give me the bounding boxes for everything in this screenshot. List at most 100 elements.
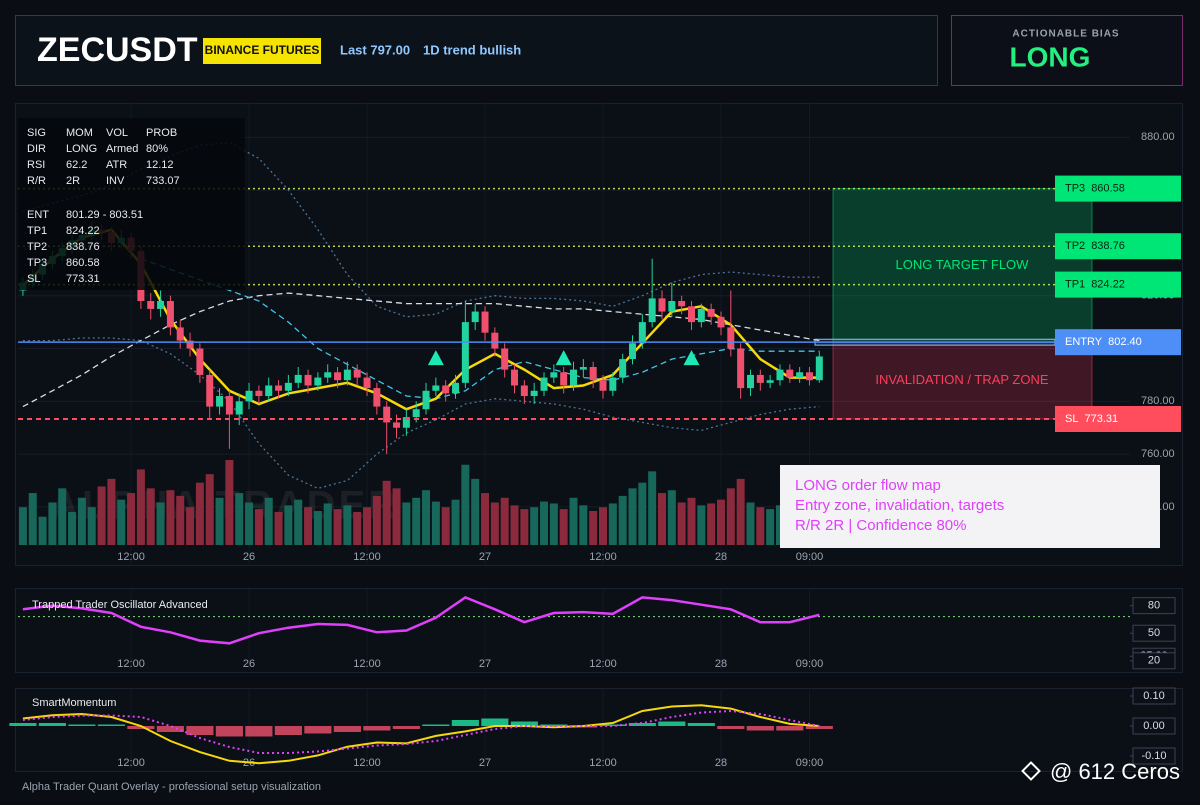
volume-bar [146, 488, 155, 545]
candle-body [530, 390, 538, 397]
volume-bar [500, 497, 509, 545]
annotation-line: Entry zone, invalidation, targets [795, 497, 1004, 514]
x-tick-label: 12:00 [589, 658, 617, 670]
candle-body [668, 301, 676, 312]
x-tick-label: 26 [243, 658, 255, 670]
signal-marker [683, 350, 700, 366]
last-price: Last 797.00 [340, 42, 410, 57]
volume-bar [775, 505, 784, 545]
volume-bar [422, 490, 431, 545]
candle-body [452, 382, 460, 394]
level-value: 860.58 [1091, 182, 1125, 194]
candle-body [687, 306, 695, 323]
candle-body [284, 382, 292, 391]
volume-bar [530, 507, 539, 545]
y-tick-label: 0.00 [1143, 720, 1164, 732]
candle-body [373, 388, 381, 407]
info-cell: 80% [146, 143, 168, 155]
level-label: SL 773.31 [1065, 413, 1118, 425]
volume-bar [736, 478, 745, 545]
x-tick-label: 09:00 [796, 551, 824, 563]
candle-body [343, 369, 351, 381]
candle-body [196, 348, 204, 375]
bias-panel [951, 15, 1183, 86]
x-tick-label: 12:00 [589, 551, 617, 563]
momentum-bar [38, 723, 66, 726]
momentum-bar [392, 726, 420, 729]
momentum-bar [9, 723, 37, 726]
x-tick-label: 12:00 [117, 658, 145, 670]
candle-body [206, 374, 214, 407]
candle-body [304, 374, 312, 386]
candle-body [471, 311, 479, 323]
candle-body [422, 390, 430, 410]
info-cell: 62.2 [66, 159, 87, 171]
momentum-bar [481, 718, 509, 726]
oscillator-panel [15, 588, 1183, 673]
y-tick-label: 0.10 [1143, 690, 1164, 702]
indicator-line [22, 337, 820, 490]
volume-bar [589, 511, 598, 545]
signal-marker [427, 350, 444, 366]
x-tick-label: 12:00 [353, 757, 381, 769]
volume-bar [97, 486, 106, 545]
level-value: 802.40 [1108, 336, 1142, 348]
momentum-bar [717, 726, 745, 729]
momentum-bar [363, 726, 391, 731]
info-cell: VOL [106, 127, 128, 139]
info-text: SIG MOM VOL PROB DIR LONG Armed 80% RSI 62.2 ATR 12… [27, 127, 180, 285]
candle-body [678, 301, 686, 307]
info-cell: RSI [27, 159, 45, 171]
x-tick-label: 09:00 [796, 757, 824, 769]
volume-bar [618, 495, 627, 545]
volume-bar [657, 493, 666, 545]
volume-bar [451, 499, 460, 545]
info-level: 838.76 [66, 241, 100, 253]
volume-bar [58, 488, 67, 545]
tick-box [1132, 624, 1176, 642]
x-tick-label: 27 [479, 551, 491, 563]
info-cell: DIR [27, 143, 46, 155]
info-level: TP3 [27, 257, 47, 269]
volume-bar [766, 509, 775, 545]
momentum-bar [156, 726, 184, 732]
zone [832, 341, 1093, 420]
candle-body [225, 396, 233, 415]
footer: Alpha Trader Quant Overlay - professiona… [22, 781, 321, 793]
level-name: TP1 [1065, 278, 1085, 290]
volume-bar [579, 505, 588, 545]
volume-bar [461, 464, 470, 545]
volume-bar [48, 502, 57, 545]
candle-body [589, 367, 597, 381]
candle-body [560, 372, 568, 386]
grid-layer [18, 103, 1133, 768]
trend: 1D trend bullish [423, 42, 521, 57]
candle-body [570, 369, 578, 386]
x-tick-label: 09:00 [796, 658, 824, 670]
y-tick-label: 780.00 [1141, 395, 1175, 407]
volume-bar [136, 469, 145, 545]
candle-body [756, 374, 764, 383]
y-tick-label: 50 [1148, 627, 1160, 639]
level-value: 773.31 [1084, 413, 1118, 425]
volume-bar [677, 502, 686, 545]
candle-body [245, 390, 253, 402]
volume-bar [166, 490, 175, 545]
exchange: BINANCE FUTURES [205, 43, 320, 57]
volume-bar [264, 497, 273, 545]
volume-bar [284, 505, 293, 545]
candle-body [275, 385, 283, 391]
volume-bar [441, 507, 450, 545]
info-level: SL [27, 273, 40, 285]
x-tick-label: 12:00 [589, 757, 617, 769]
annotation-line: LONG order flow map [795, 477, 941, 494]
info-cell: 12.12 [146, 159, 174, 171]
candle-body [697, 308, 705, 323]
candle-body [805, 372, 813, 381]
momentum-bar [599, 724, 627, 726]
volume-bar [274, 511, 283, 545]
zone [832, 188, 1093, 343]
info-level: 773.31 [66, 273, 100, 285]
momentum-bar [422, 724, 450, 726]
volume-bar [215, 497, 224, 545]
